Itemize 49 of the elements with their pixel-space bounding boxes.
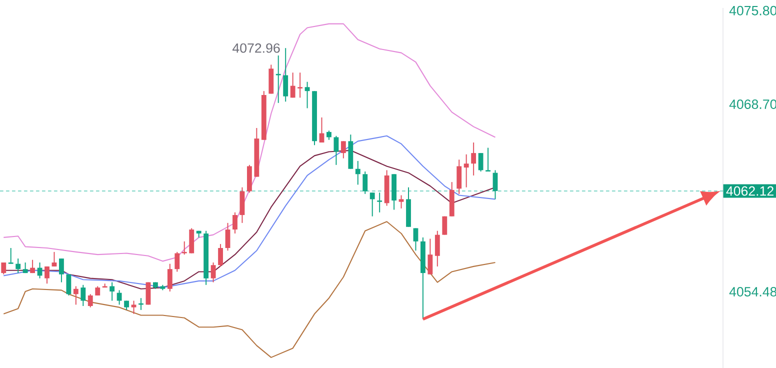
candlestick: [398, 194, 404, 209]
annotation: 4072.96: [232, 43, 280, 53]
ref-line-label: 4062.12: [726, 186, 774, 196]
candlestick: [298, 72, 303, 98]
candlestick: [52, 251, 57, 267]
candlestick: [240, 186, 245, 224]
candlestick: [334, 135, 339, 166]
candlestick: [116, 290, 122, 306]
candlestick: [413, 228, 418, 252]
candlestick: [362, 171, 368, 194]
candlestick: [131, 300, 136, 314]
candlestick: [464, 154, 469, 188]
candlestick: [428, 238, 433, 275]
candlestick: [88, 294, 93, 308]
candlestick: [189, 228, 194, 254]
candlestick: [456, 159, 462, 194]
candlestick: [340, 140, 346, 159]
candlestick: [355, 160, 360, 186]
candlestick: [290, 72, 296, 98]
candlestick: [225, 222, 230, 252]
candlestick: [80, 284, 86, 307]
candlestick: [95, 286, 100, 296]
candlestick: [8, 247, 14, 264]
candlestick: [326, 130, 332, 140]
candlestick: [218, 244, 223, 267]
candlestick: [478, 152, 484, 172]
candlestick: [182, 240, 187, 256]
candlestick: [486, 147, 490, 172]
candlestick: [44, 266, 50, 284]
candlestick: [283, 48, 288, 102]
candlestick: [73, 286, 78, 306]
candlestick: [124, 300, 129, 310]
candlestick: [59, 258, 64, 283]
candlestick: [210, 262, 216, 283]
candlestick: [174, 251, 180, 272]
candlestick: [30, 259, 36, 274]
candlestick: [370, 192, 375, 217]
candlestick: [304, 81, 310, 109]
candlestick: [471, 142, 476, 176]
candlestick: [377, 192, 382, 213]
candlestick: [434, 230, 440, 267]
candlestick: [110, 282, 115, 302]
candlestick: [16, 258, 21, 274]
line-series: [3, 221, 496, 358]
candlestick: [66, 274, 72, 296]
candlestick: [232, 212, 238, 234]
candlestick: [492, 170, 498, 200]
candlestick: [442, 216, 448, 236]
candlestick: [167, 263, 172, 292]
